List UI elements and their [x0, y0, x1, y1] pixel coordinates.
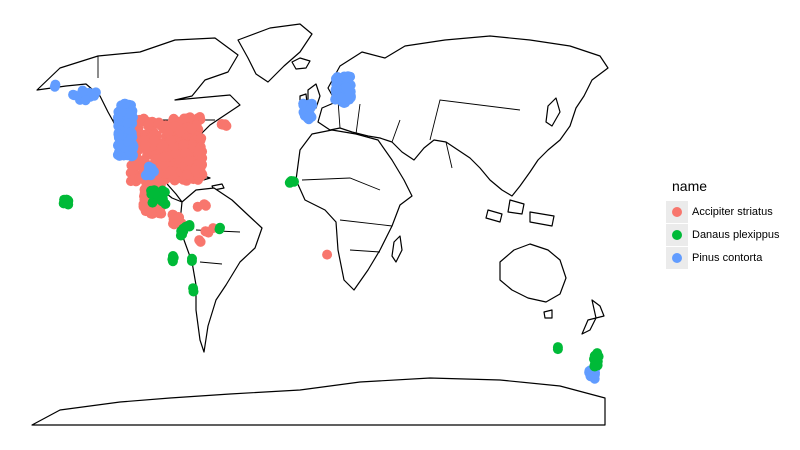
occurrence-point-danaus-plexippus [147, 197, 158, 208]
occurrence-point-accipiter-striatus [200, 226, 211, 237]
occurrence-point-pinus-contorta [341, 82, 352, 93]
occurrence-point-pinus-contorta [116, 106, 127, 117]
eurasia [317, 35, 609, 197]
occurrence-point-pinus-contorta [119, 98, 130, 109]
occurrence-point-danaus-plexippus [150, 188, 160, 199]
land-layer [31, 23, 609, 426]
new-zealand [581, 299, 605, 335]
occurrence-point-danaus-plexippus [61, 197, 72, 208]
occurrence-point-accipiter-striatus [143, 119, 154, 130]
legend-item-accipiter-striatus: Accipiter striatus [666, 200, 779, 223]
occurrence-point-accipiter-striatus [165, 166, 176, 176]
occurrence-point-accipiter-striatus [196, 133, 207, 144]
occurrence-point-accipiter-striatus [193, 145, 204, 156]
occurrence-point-accipiter-striatus [138, 201, 149, 212]
occurrence-point-accipiter-striatus [168, 113, 179, 124]
occurrence-point-accipiter-striatus [183, 155, 194, 166]
australia [499, 243, 567, 303]
occurrence-point-accipiter-striatus [149, 135, 160, 146]
legend-item-pinus-contorta: Pinus contorta [666, 246, 779, 269]
occurrence-point-accipiter-striatus [156, 208, 167, 219]
occurrence-point-accipiter-striatus [180, 147, 191, 158]
occurrence-point-accipiter-striatus [175, 126, 186, 137]
occurrence-point-accipiter-striatus [128, 161, 139, 172]
occurrence-point-accipiter-striatus [178, 139, 189, 150]
occurrence-point-accipiter-striatus [159, 152, 170, 163]
legend-label: Danaus plexippus [692, 228, 780, 241]
occurrence-point-danaus-plexippus [167, 254, 178, 265]
legend-dot-red [672, 206, 682, 217]
occurrence-point-pinus-contorta [80, 95, 91, 106]
legend: name Accipiter striatus Danaus plexippus… [666, 178, 779, 269]
greenland [237, 23, 313, 83]
occurrence-point-pinus-contorta [143, 161, 154, 172]
occurrence-point-pinus-contorta [122, 118, 133, 129]
legend-dot-blue [672, 252, 682, 263]
occurrence-point-accipiter-striatus [135, 155, 146, 166]
occurrence-point-pinus-contorta [49, 81, 60, 92]
occurrence-point-pinus-contorta [90, 87, 101, 98]
legend-key [666, 200, 688, 223]
occurrence-point-accipiter-striatus [190, 165, 201, 176]
occurrence-point-accipiter-striatus [197, 153, 208, 163]
occurrence-point-accipiter-striatus [194, 235, 205, 246]
south-america [179, 187, 263, 353]
occurrence-point-pinus-contorta [140, 170, 151, 181]
africa [295, 129, 413, 291]
occurrence-point-accipiter-striatus [192, 201, 203, 212]
occurrence-points [49, 71, 604, 384]
legend-label: Pinus contorta [692, 251, 763, 264]
occurrence-point-pinus-contorta [113, 129, 124, 140]
legend-title: name [672, 178, 708, 194]
occurrence-point-pinus-contorta [298, 98, 309, 109]
occurrence-point-pinus-contorta [305, 102, 316, 113]
legend-label: Accipiter striatus [692, 205, 773, 218]
occurrence-point-danaus-plexippus [552, 342, 563, 353]
occurrence-point-accipiter-striatus [173, 212, 184, 222]
occurrence-point-danaus-plexippus [188, 286, 199, 297]
occurrence-point-pinus-contorta [589, 373, 600, 384]
occurrence-point-pinus-contorta [114, 139, 125, 150]
occurrence-point-pinus-contorta [304, 110, 315, 121]
occurrence-point-accipiter-striatus [158, 140, 169, 151]
tasmania [543, 309, 553, 319]
madagascar [391, 235, 403, 263]
occurrence-point-accipiter-striatus [179, 113, 190, 124]
occurrence-point-danaus-plexippus [187, 253, 197, 264]
occurrence-point-danaus-plexippus [590, 356, 601, 367]
occurrence-point-danaus-plexippus [184, 220, 195, 230]
japan [545, 97, 561, 127]
legend-key [666, 246, 688, 269]
occurrence-point-accipiter-striatus [181, 169, 192, 180]
occurrence-point-pinus-contorta [69, 90, 80, 101]
occurrence-point-danaus-plexippus [288, 176, 299, 187]
occurrence-point-accipiter-striatus [140, 140, 151, 150]
antarctica [31, 377, 606, 426]
occurrence-point-pinus-contorta [331, 76, 342, 87]
occurrence-point-danaus-plexippus [177, 229, 188, 240]
legend-item-danaus-plexippus: Danaus plexippus [666, 223, 779, 246]
legend-dot-green [672, 229, 682, 240]
legend-key [666, 223, 688, 246]
southeast-asia-islands [485, 199, 555, 227]
occurrence-point-accipiter-striatus [165, 135, 176, 146]
occurrence-point-pinus-contorta [128, 143, 138, 154]
iceland [291, 57, 311, 70]
occurrence-point-accipiter-striatus [200, 200, 211, 211]
occurrence-point-danaus-plexippus [159, 187, 170, 198]
occurrence-point-pinus-contorta [341, 95, 352, 106]
occurrence-point-danaus-plexippus [215, 222, 225, 233]
occurrence-point-accipiter-striatus [322, 249, 333, 260]
occurrence-point-accipiter-striatus [186, 123, 197, 134]
occurrence-point-accipiter-striatus [218, 119, 229, 130]
occurrence-point-pinus-contorta [77, 87, 88, 98]
